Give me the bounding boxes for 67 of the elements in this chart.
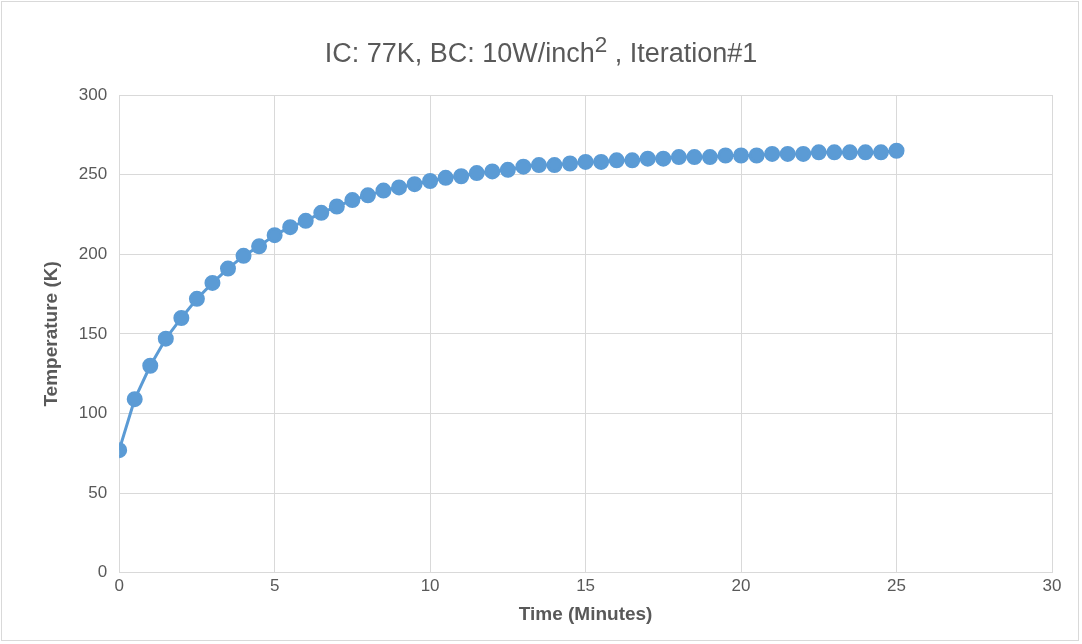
point [872, 144, 889, 161]
point [515, 158, 532, 175]
x-axis-title: Time (Minutes) [518, 602, 653, 624]
point [437, 169, 454, 186]
point [826, 144, 843, 161]
point [328, 198, 345, 215]
point [639, 150, 656, 167]
point [701, 149, 718, 166]
point [344, 192, 361, 209]
point [204, 274, 221, 291]
point [422, 173, 439, 189]
point [577, 153, 594, 170]
point [313, 204, 330, 221]
point [608, 152, 625, 169]
point [779, 145, 796, 162]
point [220, 260, 236, 277]
point [546, 157, 563, 174]
point [624, 152, 641, 169]
x-tick-label: 30 [1042, 575, 1062, 595]
x-tick-label: 15 [576, 575, 596, 595]
point [499, 161, 516, 178]
point [810, 144, 827, 161]
point [188, 290, 205, 307]
point [655, 150, 672, 167]
point [359, 187, 376, 204]
point [593, 153, 610, 170]
y-tick-label: 0 [97, 562, 108, 582]
point [391, 179, 408, 196]
point [173, 309, 190, 326]
point [453, 168, 470, 185]
point [375, 182, 392, 199]
point [142, 357, 159, 374]
point [717, 147, 734, 164]
point [795, 145, 812, 162]
point [670, 149, 687, 166]
point [126, 391, 143, 408]
y-tick-label: 300 [78, 84, 108, 104]
x-tick-label: 0 [114, 575, 124, 595]
point [748, 147, 765, 164]
y-tick-label: 100 [78, 403, 108, 423]
y-tick-label: 200 [78, 243, 108, 263]
point [530, 157, 547, 174]
point [251, 238, 268, 255]
point [733, 147, 750, 164]
x-tick-label: 10 [420, 575, 440, 595]
point [857, 144, 874, 161]
y-tick-label: 150 [78, 323, 108, 343]
point [406, 176, 423, 193]
point [468, 165, 485, 182]
chart-title: IC: 77K, BC: 10W/inch$^{2}$ , Iteration#1 [323, 32, 759, 69]
point [484, 163, 501, 180]
y-tick-label: 250 [78, 164, 108, 184]
point [562, 155, 579, 172]
y-axis-title: Temperature (K) [39, 261, 61, 407]
x-tick-label: 25 [887, 575, 906, 595]
point [282, 219, 299, 236]
x-tick-label: 5 [269, 575, 280, 595]
point [888, 142, 905, 159]
x-tick-label: 20 [731, 575, 751, 595]
y-tick-label: 50 [88, 482, 108, 502]
point [764, 145, 781, 162]
point [686, 149, 703, 166]
point [235, 247, 252, 264]
point [841, 144, 858, 161]
point [266, 227, 283, 244]
point [297, 212, 314, 229]
point [157, 330, 174, 347]
